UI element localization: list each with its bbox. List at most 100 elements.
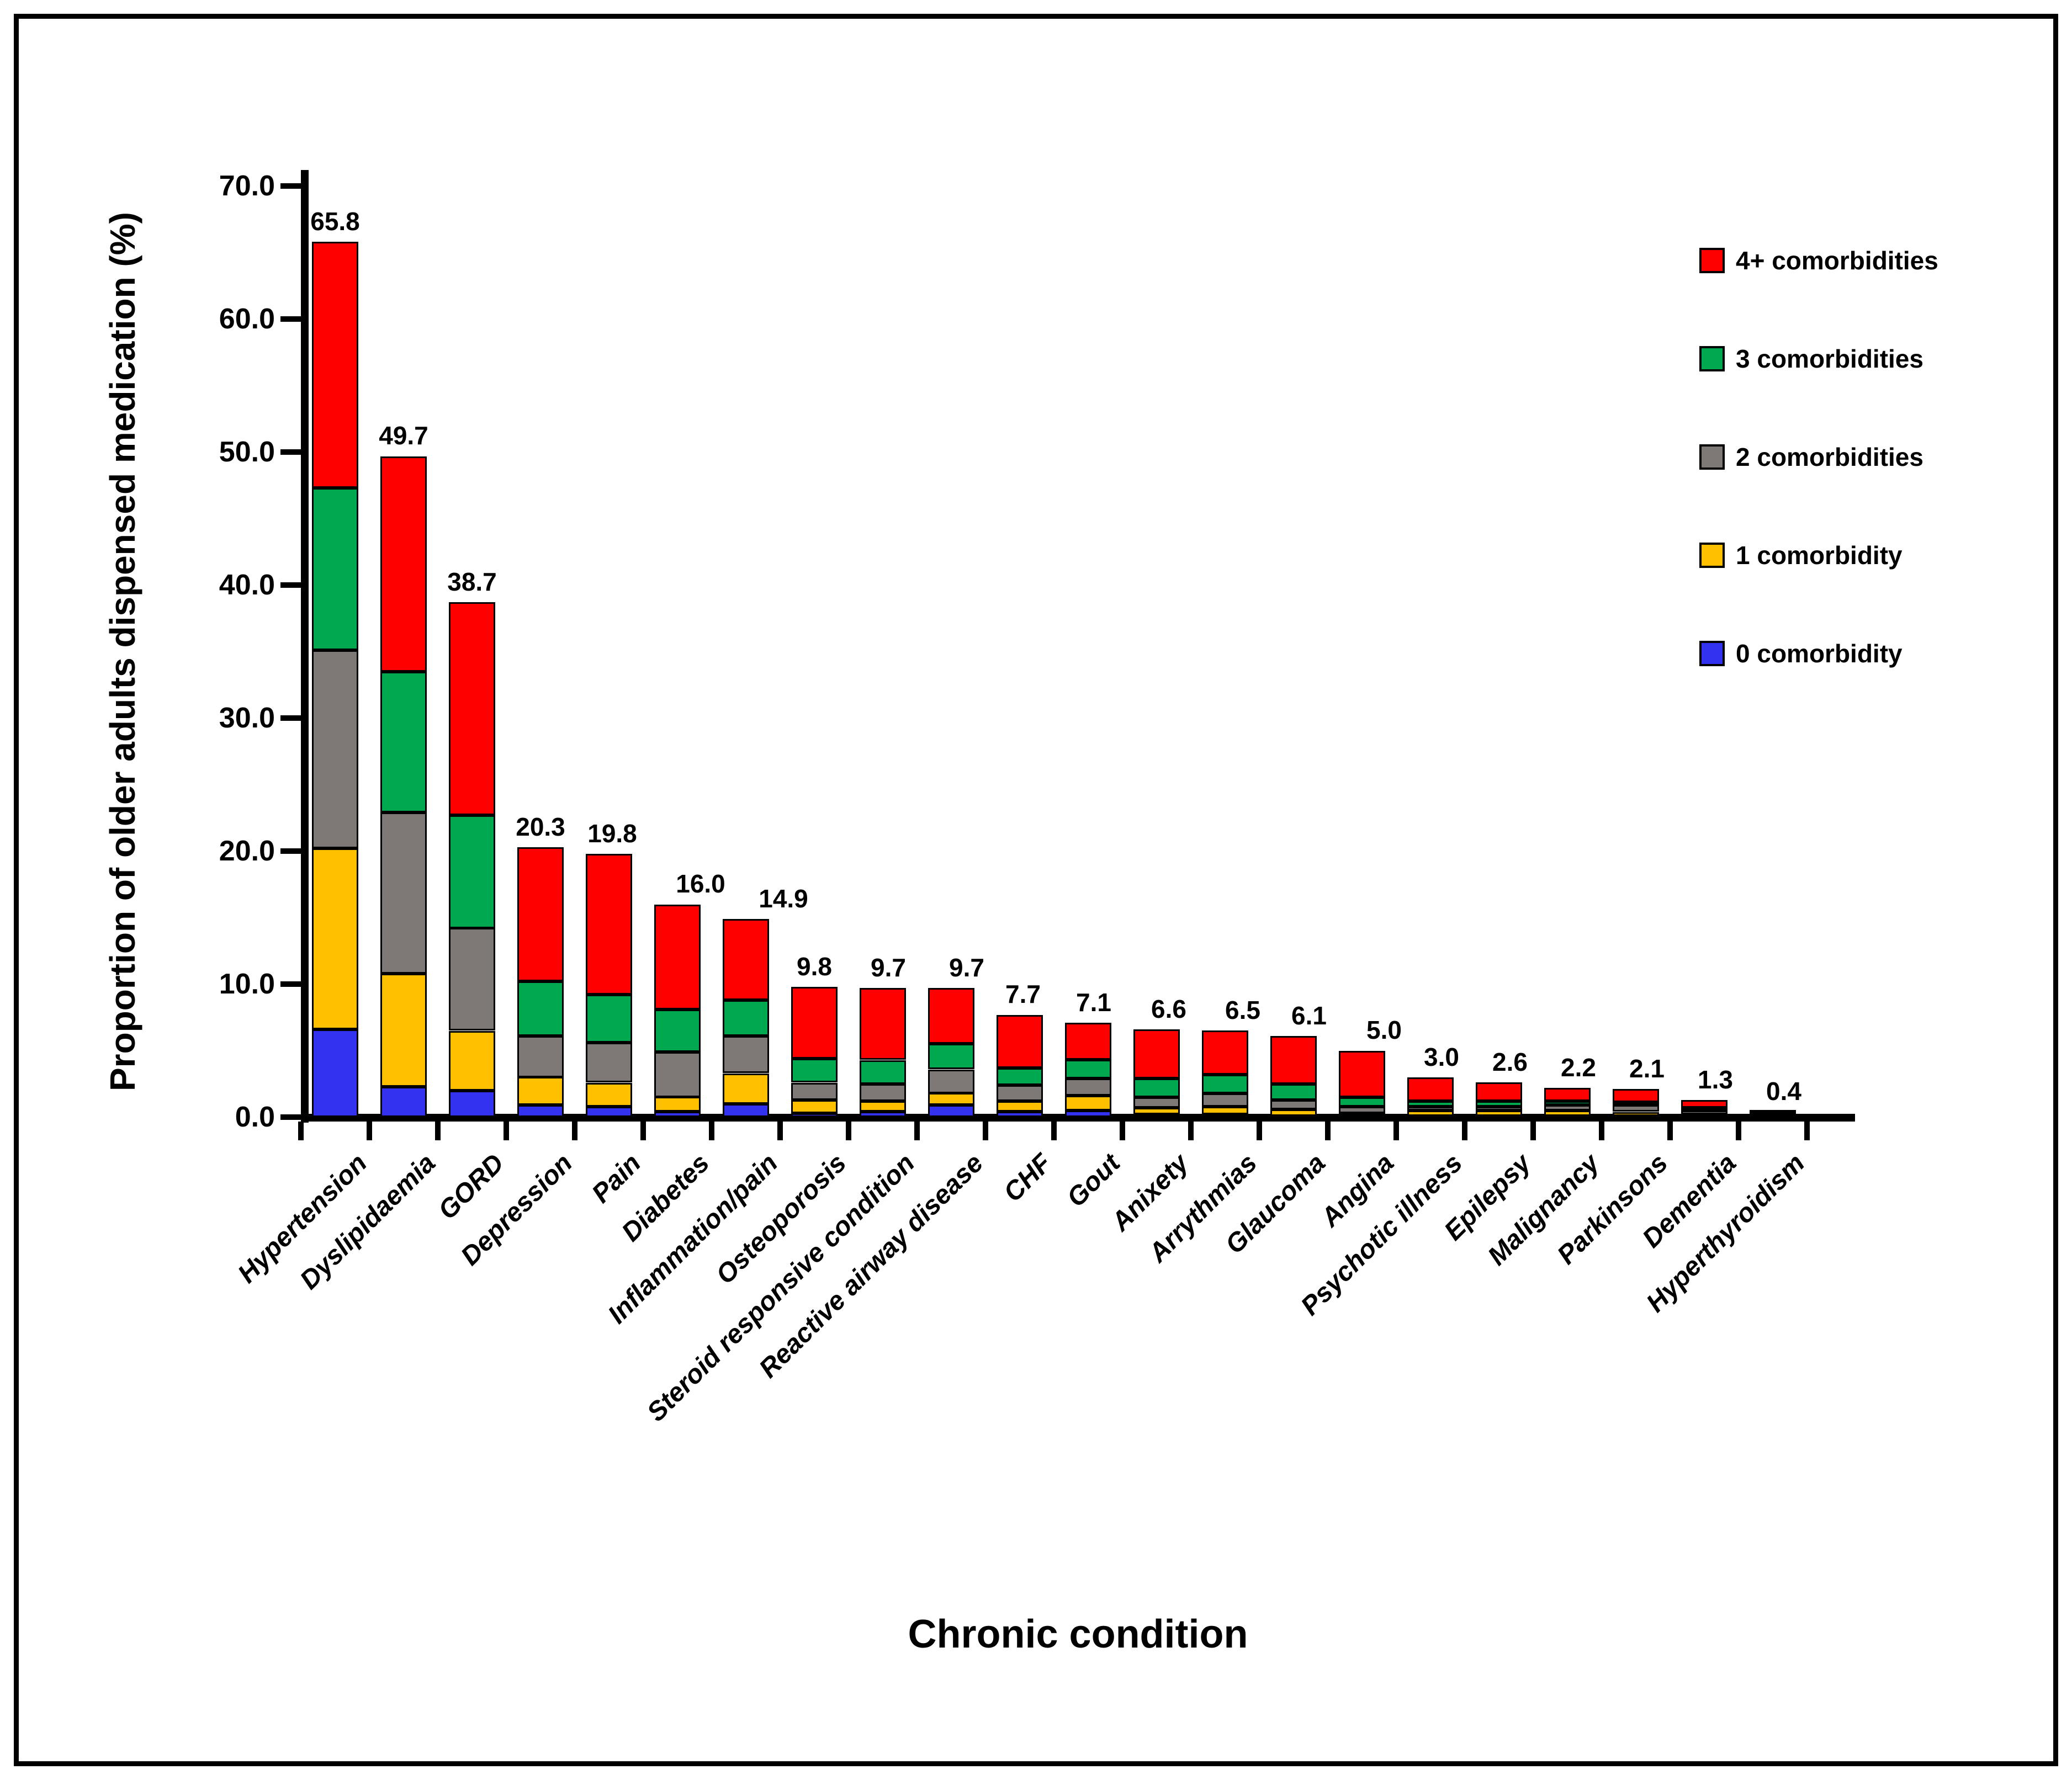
legend-item: 3 comorbidities <box>1699 344 1938 374</box>
bar-value-label: 5.0 <box>1366 1016 1402 1044</box>
y-axis-line <box>301 170 309 1123</box>
x-tick-mark <box>298 1122 304 1140</box>
segment-1-comorbidity <box>1613 1112 1659 1116</box>
segment-1-comorbidity <box>1407 1110 1454 1116</box>
segment-0-comorbidity <box>997 1112 1043 1117</box>
segment-3-comorbidities <box>312 488 358 650</box>
segment-0-comorbidity <box>380 1087 427 1117</box>
segment-2-comorbidities <box>1202 1093 1248 1107</box>
segment-2-comorbidities <box>1133 1097 1180 1108</box>
x-tick-mark <box>983 1122 988 1140</box>
segment-3-comorbidities <box>1407 1101 1454 1107</box>
segment-4+-comorbidities <box>1750 1110 1796 1113</box>
segment-4+-comorbidities <box>928 988 974 1044</box>
x-tick-mark <box>1393 1122 1399 1140</box>
segment-4+-comorbidities <box>1681 1100 1727 1108</box>
segment-1-comorbidity <box>1065 1096 1111 1110</box>
legend-swatch <box>1699 641 1725 666</box>
segment-1-comorbidity <box>654 1097 701 1112</box>
bar-inflammation-pain <box>723 919 769 1117</box>
segment-0-comorbidity <box>1133 1114 1180 1117</box>
segment-3-comorbidities <box>1202 1075 1248 1093</box>
bar-value-label: 9.7 <box>871 953 906 982</box>
segment-4+-comorbidities <box>791 987 838 1059</box>
segment-2-comorbidities <box>1613 1105 1659 1112</box>
segment-1-comorbidity <box>586 1083 632 1107</box>
y-tick-label: 20.0 <box>219 835 275 867</box>
segment-1-comorbidity <box>1476 1110 1522 1116</box>
segment-4+-comorbidities <box>517 847 564 981</box>
legend-swatch <box>1699 543 1725 568</box>
bar-anixety <box>1133 1029 1180 1117</box>
segment-1-comorbidity <box>1133 1108 1180 1114</box>
bar-value-label: 9.8 <box>797 952 832 981</box>
segment-3-comorbidities <box>928 1044 974 1069</box>
bar-value-label: 38.7 <box>447 567 497 596</box>
bar-reactive-airway-disease <box>928 988 974 1117</box>
segment-2-comorbidities <box>860 1084 906 1101</box>
x-axis-title: Chronic condition <box>908 1612 1248 1656</box>
y-tick-label: 0.0 <box>235 1101 275 1133</box>
segment-3-comorbidities <box>1613 1102 1659 1105</box>
legend-item: 0 comorbidity <box>1699 639 1938 668</box>
segment-3-comorbidities <box>860 1060 906 1084</box>
bar-dementia <box>1681 1100 1727 1117</box>
segment-4+-comorbidities <box>1476 1082 1522 1101</box>
segment-0-comorbidity <box>791 1113 838 1117</box>
bar-diabetes <box>654 904 701 1117</box>
segment-2-comorbidities <box>1544 1105 1591 1110</box>
segment-4+-comorbidities <box>1202 1030 1248 1075</box>
bar-hyperthyroidism <box>1750 1110 1796 1117</box>
x-tick-mark <box>1257 1122 1262 1140</box>
y-tick-label: 70.0 <box>219 170 275 202</box>
segment-0-comorbidity <box>1202 1114 1248 1117</box>
segment-0-comorbidity <box>723 1104 769 1117</box>
legend-label: 1 comorbidity <box>1736 541 1903 570</box>
bar-psychotic-illness <box>1407 1077 1454 1117</box>
segment-2-comorbidities <box>723 1036 769 1073</box>
x-tick-mark <box>846 1122 851 1140</box>
bar-angina <box>1339 1050 1385 1117</box>
x-tick-mark <box>1667 1122 1673 1140</box>
segment-3-comorbidities <box>517 981 564 1036</box>
y-tick-label: 60.0 <box>219 303 275 335</box>
segment-2-comorbidities <box>1407 1107 1454 1110</box>
segment-3-comorbidities <box>586 995 632 1043</box>
bar-value-label: 6.1 <box>1291 1001 1327 1030</box>
y-tick-label: 30.0 <box>219 702 275 734</box>
y-tick-mark <box>280 715 301 721</box>
segment-2-comorbidities <box>380 812 427 974</box>
segment-0-comorbidity <box>860 1112 906 1117</box>
bar-value-label: 2.6 <box>1492 1048 1528 1076</box>
segment-1-comorbidity <box>928 1093 974 1105</box>
segment-0-comorbidity <box>586 1107 632 1117</box>
x-tick-mark <box>1462 1122 1467 1140</box>
legend-swatch <box>1699 444 1725 470</box>
segment-0-comorbidity <box>654 1112 701 1117</box>
segment-2-comorbidities <box>517 1036 564 1077</box>
x-tick-mark <box>640 1122 646 1140</box>
bar-glaucoma <box>1270 1036 1317 1117</box>
bar-value-label: 20.3 <box>516 812 565 841</box>
segment-3-comorbidities <box>449 815 495 928</box>
segment-2-comorbidities <box>928 1070 974 1093</box>
segment-2-comorbidities <box>997 1085 1043 1101</box>
x-tick-mark <box>572 1122 577 1140</box>
segment-4+-comorbidities <box>860 988 906 1060</box>
bar-dyslipidaemia <box>380 456 427 1117</box>
segment-2-comorbidities <box>1339 1107 1385 1113</box>
y-tick-mark <box>280 1114 301 1120</box>
bar-value-label: 19.8 <box>587 819 637 848</box>
segment-3-comorbidities <box>1133 1078 1180 1097</box>
bar-epilepsy <box>1476 1082 1522 1117</box>
segment-1-comorbidity <box>791 1100 838 1113</box>
segment-0-comorbidity <box>517 1105 564 1117</box>
bar-arrythmias <box>1202 1030 1248 1117</box>
segment-3-comorbidities <box>380 672 427 812</box>
bar-value-label: 2.1 <box>1629 1054 1665 1083</box>
segment-2-comorbidities <box>586 1043 632 1082</box>
segment-1-comorbidity <box>997 1101 1043 1112</box>
bar-value-label: 14.9 <box>759 884 808 913</box>
bar-value-label: 9.7 <box>949 953 984 982</box>
